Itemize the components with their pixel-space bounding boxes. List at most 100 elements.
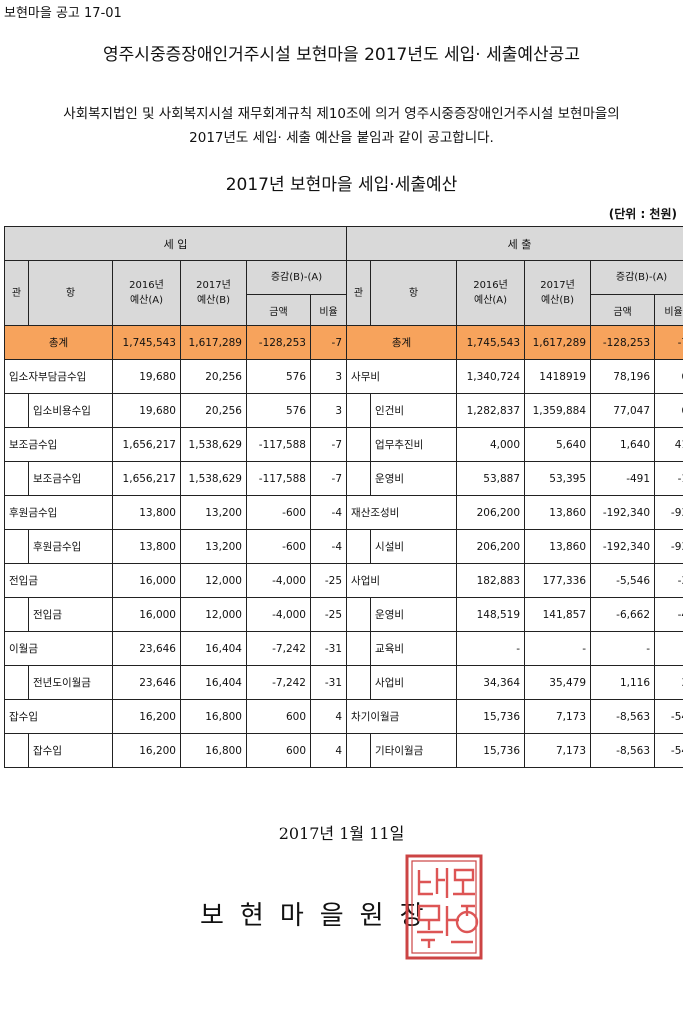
revenue-ratio-cell: -31 xyxy=(309,665,348,700)
revenue-diff-cell: -4,000 xyxy=(246,597,311,632)
revenue-ratio-cell: 4 xyxy=(309,699,348,734)
revenue-2017-cell: 20,256 xyxy=(180,393,247,428)
expense-2017-cell: 35,479 xyxy=(524,665,592,700)
expense-2017-cell: 53,395 xyxy=(524,461,592,496)
revenue-header: 세 입 xyxy=(3,226,348,261)
revenue-hang-cell: 잡수입 xyxy=(28,733,113,768)
revenue-ratio-cell: 3 xyxy=(309,359,348,394)
revenue-2016-cell: 16,000 xyxy=(112,597,181,632)
total-cell: -128,253 xyxy=(246,325,311,360)
revenue-ratio-cell: -25 xyxy=(309,597,348,632)
table-row: 전입금 16,000 12,000 -4,000 -25 운영비 148,519 141,85… xyxy=(4,597,683,632)
revenue-diff-cell: 600 xyxy=(246,733,311,768)
expense-ratio-cell: - xyxy=(654,631,683,666)
revenue-ratio-cell: -4 xyxy=(309,529,348,564)
revenue-gwan-cell: 잡수입 xyxy=(4,699,113,734)
expense-ratio-cell: -1 xyxy=(654,461,683,496)
expense-2017-cell: 7,173 xyxy=(524,699,592,734)
expense-2017-cell: 13,860 xyxy=(524,495,592,530)
revenue-gwan-cell: 입소자부담금수입 xyxy=(4,359,113,394)
table-row: 전년도이월금 23,646 16,404 -7,242 -31 사업비 34,364 35,4… xyxy=(4,665,683,700)
expense-ratio-cell: -4 xyxy=(654,597,683,632)
expense-2017-cell: 1,359,884 xyxy=(524,393,592,428)
expense-2016-cell: 182,883 xyxy=(456,563,526,598)
budget-table: 세 입 세 출 관 항 2016년 예산(A) 2017년 예산(B) 증감(B)-… xyxy=(3,226,683,768)
table-row: 잡수입 16,200 16,800 600 4 기타이월금 15,736 7,173 -8,56… xyxy=(4,733,683,768)
revenue-ratio-cell: -25 xyxy=(309,563,348,598)
revenue-2016-cell: 16,200 xyxy=(112,733,181,768)
revenue-2016-cell: 16,000 xyxy=(112,563,181,598)
revenue-gwan-cell: 보조금수입 xyxy=(4,427,113,462)
table-row: 보조금수입 1,656,217 1,538,629 -117,588 -7 운영비 53,8… xyxy=(4,461,683,496)
col-hang: 항 xyxy=(28,260,113,326)
revenue-2017-cell: 12,000 xyxy=(180,597,247,632)
expense-ratio-cell: 41 xyxy=(654,427,683,462)
expense-ratio-cell: 3 xyxy=(654,665,683,700)
revenue-diff-cell: -600 xyxy=(246,495,311,530)
expense-hang-cell: 사업비 xyxy=(370,665,458,700)
table-row: 전입금 16,000 12,000 -4,000 -25 사업비 182,883 177,33… xyxy=(4,563,683,598)
revenue-ratio-cell: -31 xyxy=(309,631,348,666)
revenue-gwan-cell: 이월금 xyxy=(4,631,113,666)
revenue-diff-cell: -117,588 xyxy=(246,461,311,496)
total-cell: 1,617,289 xyxy=(524,325,592,360)
col-2016: 2016년 예산(A) xyxy=(112,260,181,326)
expense-diff-cell: -491 xyxy=(590,461,656,496)
revenue-2016-cell: 23,646 xyxy=(112,631,181,666)
total-cell: 1,745,543 xyxy=(112,325,181,360)
indent-cell xyxy=(4,665,29,700)
expense-diff-cell: -5,546 xyxy=(590,563,656,598)
expense-diff-cell: -192,340 xyxy=(590,495,656,530)
revenue-2016-cell: 19,680 xyxy=(112,393,181,428)
expense-hang-cell: 업무추진비 xyxy=(370,427,458,462)
revenue-ratio-cell: -7 xyxy=(309,461,348,496)
expense-hang-cell: 교육비 xyxy=(370,631,458,666)
revenue-diff-cell: 600 xyxy=(246,699,311,734)
expense-hang-cell: 인건비 xyxy=(370,393,458,428)
total-cell: -7 xyxy=(309,325,348,360)
expense-gwan-cell: 사업비 xyxy=(346,563,458,598)
expense-ratio-cell: -93 xyxy=(654,495,683,530)
revenue-ratio-cell: -4 xyxy=(309,495,348,530)
col-diff: 증감(B)-(A) xyxy=(245,260,348,295)
expense-2017-cell: 13,860 xyxy=(524,529,592,564)
expense-hang-cell: 시설비 xyxy=(370,529,458,564)
expense-gwan-cell: 사무비 xyxy=(346,359,458,394)
revenue-2017-cell: 12,000 xyxy=(180,563,247,598)
expense-ratio-cell: -3 xyxy=(654,563,683,598)
indent-cell xyxy=(4,461,29,496)
signer-name: 보현마을원장 xyxy=(200,901,440,931)
revenue-2017-cell: 1,538,629 xyxy=(180,427,247,462)
expense-2016-cell: 1,340,724 xyxy=(456,359,526,394)
expense-diff-cell: -192,340 xyxy=(590,529,656,564)
indent-cell xyxy=(346,529,372,564)
revenue-gwan-cell: 후원금수입 xyxy=(4,495,113,530)
expense-diff-cell: - xyxy=(590,631,656,666)
revenue-gwan-cell: 전입금 xyxy=(4,563,113,598)
expense-2016-cell: - xyxy=(456,631,526,666)
expense-gwan-cell: 차기이월금 xyxy=(346,699,458,734)
revenue-hang-cell: 후원금수입 xyxy=(28,529,113,564)
indent-cell xyxy=(4,529,29,564)
col-diff: 증감(B)-(A) xyxy=(590,260,683,295)
expense-ratio-cell: -93 xyxy=(654,529,683,564)
expense-2017-cell: 141,857 xyxy=(524,597,592,632)
total-cell: 1,617,289 xyxy=(180,325,247,360)
expense-2016-cell: 34,364 xyxy=(456,665,526,700)
revenue-2016-cell: 19,680 xyxy=(112,359,181,394)
expense-2016-cell: 1,282,837 xyxy=(456,393,526,428)
revenue-2017-cell: 16,404 xyxy=(180,665,247,700)
total-cell: -128,253 xyxy=(590,325,656,360)
revenue-hang-cell: 전입금 xyxy=(28,597,113,632)
revenue-diff-cell: 576 xyxy=(246,359,311,394)
col-amount: 금액 xyxy=(246,294,311,326)
table-row: 보조금수입 1,656,217 1,538,629 -117,588 -7 업무추진비 4,… xyxy=(4,427,683,462)
col-ratio: 비율 xyxy=(654,294,683,326)
indent-cell xyxy=(346,665,372,700)
expense-2016-cell: 206,200 xyxy=(456,495,526,530)
indent-cell xyxy=(346,393,372,428)
unit-label: (단위 : 천원) xyxy=(608,207,677,221)
expense-diff-cell: 77,047 xyxy=(590,393,656,428)
revenue-diff-cell: -117,588 xyxy=(246,427,311,462)
